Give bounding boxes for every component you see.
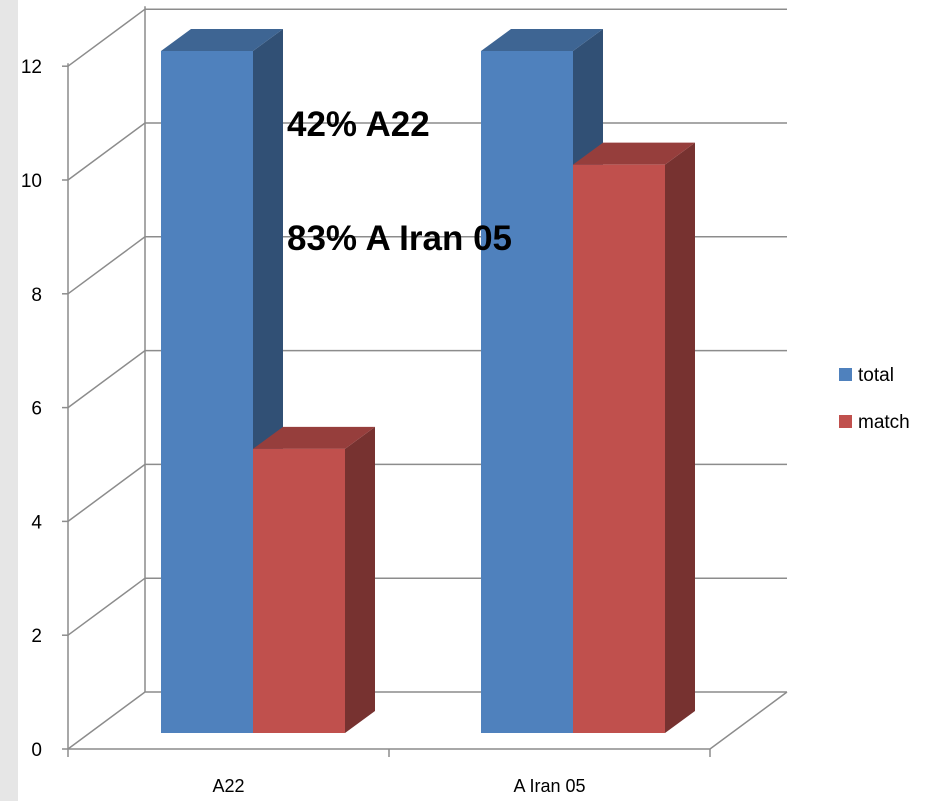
bar-top-face: [161, 29, 283, 51]
bar-front-face: [161, 51, 253, 733]
bar-match-a-iran-05: [573, 142, 695, 733]
bar-front-face: [481, 51, 573, 733]
bar-top-face: [573, 142, 695, 165]
bar-front-face: [253, 448, 345, 733]
y-tick-label-12: 12: [21, 57, 42, 78]
x-tick-label-a-iran-05: A Iran 05: [513, 776, 585, 796]
bar-top-face: [253, 426, 375, 449]
legend-swatch-total: [839, 368, 852, 381]
gridline-12: [67, 8, 787, 67]
legend-swatch-match: [839, 415, 852, 428]
bar-top-face: [481, 29, 603, 51]
annotation-a-iran-05: 83% A Iran 05: [287, 219, 512, 258]
annotation-a22: 42% A22: [287, 105, 430, 144]
y-tick-label-6: 6: [31, 399, 42, 420]
legend-label-match: match: [858, 412, 910, 433]
legend-label-total: total: [858, 365, 894, 386]
page-edge-strip: [0, 0, 18, 801]
y-tick-label-8: 8: [31, 285, 42, 306]
bar-front-face: [573, 164, 665, 733]
bars: [161, 29, 695, 733]
bar-side-face: [345, 426, 375, 733]
bar-side-face: [665, 142, 695, 733]
y-tick-label-0: 0: [31, 740, 42, 761]
y-tick-label-2: 2: [31, 626, 42, 647]
y-tick-label-10: 10: [21, 171, 42, 192]
bar-match-a22: [253, 426, 375, 733]
x-tick-label-a22: A22: [212, 776, 244, 796]
x-axis: A22 A Iran 05: [67, 749, 711, 796]
legend: total match: [839, 365, 910, 433]
y-tick-label-4: 4: [31, 512, 42, 533]
y-axis-ticks: 0 2 4 6 8 10 12: [21, 57, 68, 761]
annotations: 42% A22 83% A Iran 05: [287, 105, 512, 258]
